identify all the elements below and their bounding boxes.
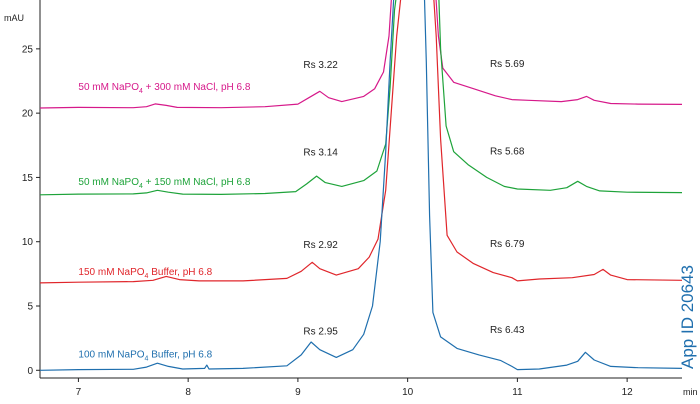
- series-name-subscript: 4: [139, 88, 143, 95]
- series-name-rest: + 300 mM NaCl, pH 6.8: [143, 82, 251, 93]
- series-name-rest: + 150 mM NaCl, pH 6.8: [143, 177, 251, 188]
- x-tick-label: 8: [185, 387, 191, 398]
- x-tick-label: 9: [295, 387, 301, 398]
- y-tick-label: 0: [27, 366, 33, 377]
- series-line: [40, 0, 682, 371]
- y-axis-unit: mAU: [4, 13, 24, 23]
- series-name-rest: Buffer, pH 6.8: [148, 349, 212, 360]
- resolution-label-right: Rs 5.69: [490, 59, 525, 70]
- series-name-subscript: 4: [139, 183, 143, 190]
- series-name-subscript: 4: [145, 273, 149, 280]
- y-tick-label: 20: [22, 109, 34, 120]
- x-tick-label: 11: [512, 387, 523, 398]
- resolution-label-right: Rs 6.43: [490, 325, 525, 336]
- y-tick-label: 5: [27, 302, 33, 313]
- series-name-subscript: 4: [145, 355, 149, 362]
- resolution-label-left: Rs 2.92: [303, 240, 338, 251]
- series-labels: 50 mM NaPO4 + 300 mM NaCl, pH 6.8Rs 3.22…: [78, 59, 524, 363]
- resolution-label-left: Rs 2.95: [303, 326, 338, 337]
- x-tick-label: 10: [402, 387, 414, 398]
- resolution-label-left: Rs 3.14: [303, 148, 338, 159]
- series-name-rest: Buffer, pH 6.8: [148, 267, 212, 278]
- series-name-main: 50 mM NaPO: [78, 82, 139, 93]
- series-line: [40, 0, 682, 196]
- app-id-label: App ID 20643: [678, 265, 697, 369]
- resolution-label-right: Rs 5.68: [490, 146, 525, 157]
- series-line: [40, 0, 682, 109]
- resolution-label-left: Rs 3.22: [303, 60, 338, 71]
- y-tick-label: 25: [22, 44, 34, 55]
- x-axis-unit: min: [683, 387, 698, 397]
- series-name-label: 50 mM NaPO4 + 150 mM NaCl, pH 6.8: [78, 177, 250, 190]
- series-name-label: 150 mM NaPO4 Buffer, pH 6.8: [78, 267, 212, 280]
- x-tick-label: 12: [622, 387, 634, 398]
- y-tick-label: 10: [22, 237, 34, 248]
- series-lines: [40, 0, 682, 371]
- x-tick-label: 7: [76, 387, 82, 398]
- series-name-label: 100 mM NaPO4 Buffer, pH 6.8: [78, 349, 212, 362]
- series-name-main: 50 mM NaPO: [78, 177, 139, 188]
- series-name-main: 100 mM NaPO: [78, 349, 144, 360]
- series-line: [40, 0, 682, 284]
- y-tick-label: 15: [22, 173, 34, 184]
- axes: 7 8 9 10 11 12 0 5 10 15 20 25: [22, 0, 682, 398]
- series-name-main: 150 mM NaPO: [78, 267, 144, 278]
- resolution-label-right: Rs 6.79: [490, 239, 525, 250]
- series-name-label: 50 mM NaPO4 + 300 mM NaCl, pH 6.8: [78, 82, 250, 95]
